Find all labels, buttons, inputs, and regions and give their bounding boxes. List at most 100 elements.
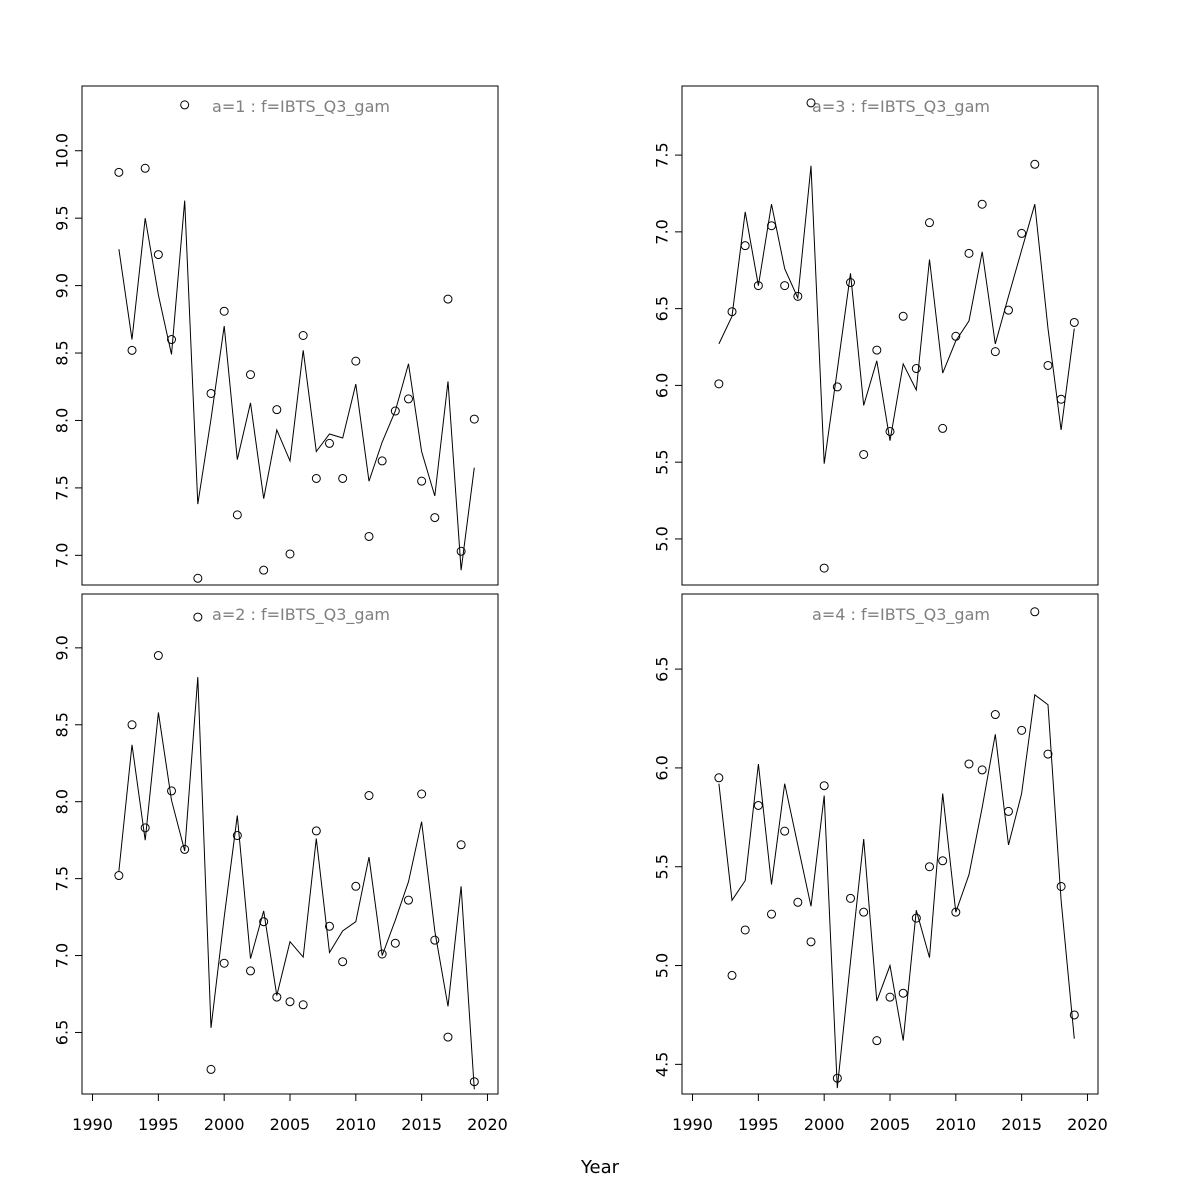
data-point [298,1000,308,1010]
data-point [127,345,137,355]
x-tick-label: 1990 [672,1115,713,1134]
y-tick-label: 8.5 [53,712,72,737]
y-axis: 7.0 7.5 8.0 8.5 9.0 9.5 10.0 [53,133,83,568]
data-point [1017,725,1027,735]
x-tick-label: 2000 [804,1115,845,1134]
y-tick-label: 6.5 [53,1020,72,1045]
x-axis-label: Year [580,1157,620,1178]
data-point [990,710,1000,720]
data-point [377,949,387,959]
data-point [753,281,763,291]
y-tick-label: 8.0 [53,789,72,814]
data-point [846,278,856,288]
data-point [1043,749,1053,759]
y-tick-label: 5.5 [653,449,672,474]
data-point [832,1073,842,1083]
y-tick-label: 9.0 [53,635,72,660]
panel-title: a=4 : f=IBTS_Q3_gam [812,605,990,625]
data-point [377,456,387,466]
data-point [740,925,750,935]
data-point [469,414,479,424]
data-point [911,913,921,923]
fitted-series [118,200,475,571]
data-point [351,881,361,891]
data-point [819,563,829,573]
data-point [272,992,282,1002]
data-point [885,426,895,436]
y-axis: 5.0 5.5 6.0 6.5 7.0 7.5 [653,142,683,552]
y-tick-label: 8.5 [53,340,72,365]
fitted-line [718,693,1075,1089]
data-point [430,935,440,945]
data-point [859,907,869,917]
y-tick-label: 9.5 [53,205,72,230]
data-point [127,720,137,730]
data-point [338,473,348,483]
data-point [859,449,869,459]
panel-a4: a=4 : f=IBTS_Q3_gam 4.5 5.0 5.5 6.0 6.5 1990… [653,593,1108,1134]
data-point [1030,607,1040,617]
data-point [232,510,242,520]
panel-title: a=2 : f=IBTS_Q3_gam [212,605,390,625]
data-point [924,862,934,872]
x-tick-label: 2010 [935,1115,976,1134]
data-point [311,473,321,483]
x-tick-label: 2015 [401,1115,442,1134]
data-point [977,199,987,209]
data-point [180,100,190,110]
data-point [351,356,361,366]
data-point [1069,317,1079,327]
data-point [727,307,737,317]
y-tick-label: 7.5 [53,475,72,500]
x-tick-label: 2020 [467,1115,508,1134]
data-point [403,895,413,905]
data-point [338,957,348,967]
data-point [767,909,777,919]
y-tick-label: 6.5 [653,296,672,321]
data-point [1043,360,1053,370]
data-point [780,826,790,836]
data-point [259,917,269,927]
x-tick-label: 2020 [1067,1115,1108,1134]
data-point [193,573,203,583]
data-point [430,513,440,523]
data-point [753,800,763,810]
data-point [714,379,724,389]
data-point [364,531,374,541]
data-point [793,291,803,301]
y-tick-label: 8.0 [53,408,72,433]
observed-series [714,607,1079,1083]
fitted-line [718,165,1075,464]
x-tick-label: 1995 [138,1115,179,1134]
panel-title: a=3 : f=IBTS_Q3_gam [812,97,990,117]
panel-a3: a=3 : f=IBTS_Q3_gam 5.0 5.5 6.0 6.5 7.0 7.5 [653,85,1099,586]
data-point [390,406,400,416]
data-point [324,921,334,931]
x-tick-label: 2000 [204,1115,245,1134]
data-point [469,1077,479,1087]
data-point [938,856,948,866]
fitted-series [718,165,1075,464]
data-point [285,549,295,559]
data-point [390,938,400,948]
fitted-line [118,677,475,1090]
observed-series [114,612,479,1087]
data-point [951,907,961,917]
x-tick-label: 2015 [1001,1115,1042,1134]
x-tick-label: 1995 [738,1115,779,1134]
data-point [272,405,282,415]
data-point [443,294,453,304]
data-point [232,831,242,841]
data-point [714,773,724,783]
data-point [832,382,842,392]
data-point [324,438,334,448]
data-point [819,781,829,791]
data-point [193,612,203,622]
data-point [403,394,413,404]
x-tick-label: 1990 [72,1115,113,1134]
data-point [964,248,974,258]
data-point [793,897,803,907]
y-tick-label: 7.5 [653,142,672,167]
data-point [1003,806,1013,816]
data-point [298,331,308,340]
